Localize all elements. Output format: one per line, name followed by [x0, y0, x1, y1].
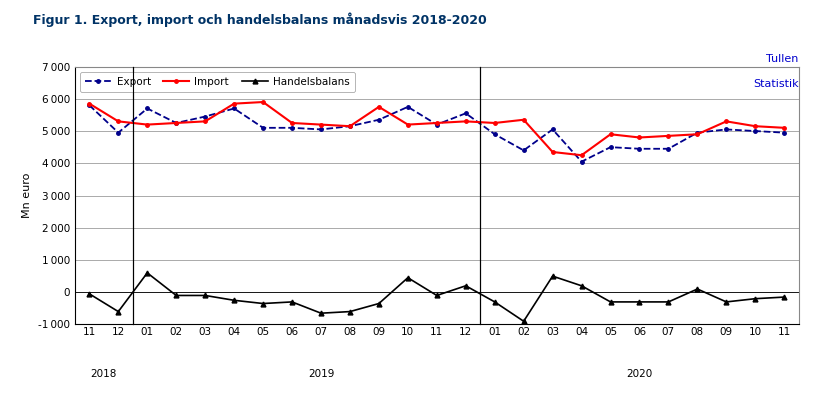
Y-axis label: Mn euro: Mn euro — [22, 173, 32, 218]
Text: 2020: 2020 — [626, 369, 652, 379]
Text: Tullen: Tullen — [766, 54, 799, 64]
Text: 2019: 2019 — [308, 369, 334, 379]
Text: Statistik: Statistik — [753, 79, 799, 89]
Legend: Export, Import, Handelsbalans: Export, Import, Handelsbalans — [80, 72, 354, 92]
Text: Figur 1. Export, import och handelsbalans månadsvis 2018-2020: Figur 1. Export, import och handelsbalan… — [33, 12, 487, 27]
Text: 2018: 2018 — [91, 369, 117, 379]
